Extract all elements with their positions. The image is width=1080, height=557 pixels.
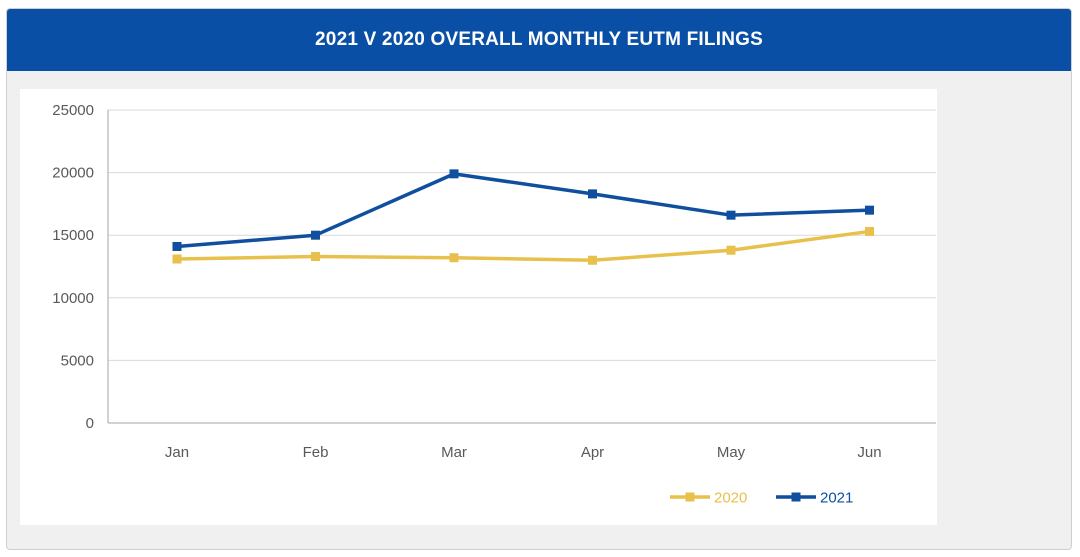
data-point-2020 bbox=[588, 255, 597, 265]
data-point-2021 bbox=[449, 169, 459, 179]
x-tick-label: Feb bbox=[303, 444, 329, 461]
data-point-2020 bbox=[311, 251, 320, 261]
line-chart: 0 5000 10000 15000 20000 25000 Jan Feb Mar Apr May… bbox=[52, 102, 936, 507]
chart-card: 2021 V 2020 OVERALL MONTHLY EUTM FILINGS… bbox=[6, 8, 1072, 550]
legend-label-2021: 2021 bbox=[820, 490, 853, 507]
x-tick-label: Apr bbox=[581, 444, 604, 461]
data-point-2021 bbox=[311, 230, 320, 240]
data-point-2021 bbox=[588, 189, 597, 199]
y-tick-label: 25000 bbox=[52, 102, 94, 119]
data-point-2020 bbox=[865, 226, 874, 236]
legend-marker-2020 bbox=[685, 492, 695, 502]
y-tick-label: 20000 bbox=[52, 165, 94, 182]
x-tick-label: Mar bbox=[441, 444, 467, 461]
y-tick-label: 5000 bbox=[61, 352, 94, 369]
data-point-2021 bbox=[172, 241, 182, 251]
data-point-2020 bbox=[172, 254, 182, 264]
series-line-2020 bbox=[175, 229, 872, 262]
y-tick-label: 10000 bbox=[52, 290, 94, 307]
data-point-2020 bbox=[449, 253, 459, 263]
x-tick-label: May bbox=[717, 444, 746, 461]
legend-marker-2021 bbox=[791, 492, 801, 502]
chart-header: 2021 V 2020 OVERALL MONTHLY EUTM FILINGS bbox=[7, 9, 1071, 71]
y-tick-label: 15000 bbox=[52, 227, 94, 244]
legend-label-2020: 2020 bbox=[714, 490, 747, 507]
y-tick-label: 0 bbox=[86, 415, 94, 432]
data-point-2020 bbox=[726, 245, 736, 255]
series-line-2021 bbox=[175, 172, 872, 249]
x-tick-label: Jun bbox=[857, 444, 881, 461]
data-point-2021 bbox=[726, 210, 736, 220]
plot-panel: 0 5000 10000 15000 20000 25000 Jan Feb Mar Apr May… bbox=[20, 89, 937, 525]
chart-title: 2021 V 2020 OVERALL MONTHLY EUTM FILINGS bbox=[315, 29, 763, 50]
data-point-2021 bbox=[865, 205, 874, 215]
x-tick-label: Jan bbox=[165, 444, 189, 461]
